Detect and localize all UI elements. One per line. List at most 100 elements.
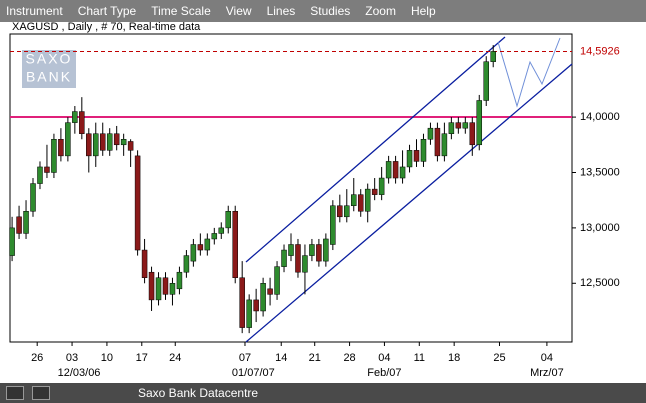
candle-body [337,205,343,218]
candle-body [302,255,308,273]
candle-body [469,122,476,146]
logo-text: SAXO [26,51,73,67]
candle-body [260,283,266,312]
candle-body [9,227,15,256]
candle-body [378,177,385,195]
candle-body [448,122,455,134]
candle-body [155,277,162,301]
x-tick-label: 26 [31,352,43,364]
logo-box [22,50,76,88]
x-tick-label: 04 [541,352,553,364]
candle-body [281,249,287,267]
menu-item[interactable]: Studies [310,4,351,18]
candle-body [197,244,204,251]
candle-body [364,188,371,212]
menu-item[interactable]: Zoom [365,4,396,18]
candle-body [204,238,211,251]
candle-body [420,139,427,162]
candle-body [232,211,238,278]
candle-body [392,161,399,179]
candle-body [288,244,294,256]
candle-body [127,141,134,151]
status-button[interactable] [32,386,50,400]
x-tick-label: 24 [169,352,181,364]
candle-body [330,205,336,245]
candle-body [134,155,141,251]
menu-item[interactable]: Chart Type [77,4,137,18]
x-tick-label: 17 [136,352,148,364]
menu-item[interactable]: Time Scale [151,4,211,18]
last-price-label: 14,5926 [580,45,620,57]
x-tick-label: 10 [101,352,113,364]
candle-body [476,100,483,146]
x-period-label: 12/03/06 [58,367,101,379]
x-tick-label: 28 [343,352,355,364]
candle-body [316,244,322,262]
candle-body [455,122,462,129]
status-text: Saxo Bank Datacentre [138,386,259,400]
candle-body [267,288,273,295]
y-tick-label: 14,0000 [580,111,620,123]
channel-line [245,63,573,343]
menu-item[interactable]: View [225,4,252,18]
y-tick-label: 13,0000 [580,222,620,234]
candle-body [176,271,183,290]
menu-item[interactable]: Lines [266,4,296,18]
x-tick-label: 18 [448,352,460,364]
y-tick-label: 12,5000 [580,277,620,289]
x-tick-label: 04 [378,352,390,364]
candle-body [211,233,218,240]
x-tick-label: 25 [493,352,505,364]
candle-body [30,183,36,212]
candle-body [490,51,496,62]
y-tick-label: 13,5000 [580,166,620,178]
candle-body [253,299,259,312]
candle-body [441,133,448,157]
candle-body [239,277,245,328]
candle-body [344,205,350,218]
candle-body [141,249,148,278]
status-button[interactable] [6,386,24,400]
candle-body [99,133,106,151]
logo-text: BANK [26,69,72,85]
candle-body [483,61,489,101]
candle-body [72,111,78,123]
x-tick-label: 11 [414,352,425,364]
candle-body [65,122,71,157]
candle-body [58,139,64,157]
candle-body [183,255,190,273]
status-bar: Saxo Bank Datacentre [0,383,646,403]
x-period-label: Feb/07 [367,367,401,379]
candle-body [37,166,43,184]
menu-item[interactable]: Help [410,4,436,18]
x-tick-label: 21 [309,352,321,364]
candle-body [148,271,155,301]
candle-body [357,194,364,212]
candle-body [351,194,357,206]
x-tick-label: 14 [275,352,287,364]
candle-body [427,127,434,140]
chart-title: XAGUSD , Daily , # 70, Real-time data [12,22,201,33]
candle-body [218,227,225,234]
candle-body [413,150,420,162]
menu-bar: Instrument Chart Type Time Scale View Lines S… [0,0,646,22]
menu-item[interactable]: Instrument [6,4,63,18]
candle-body [16,216,22,234]
projection-line [497,37,561,108]
x-period-label: Mrz/07 [530,367,564,379]
candle-body [44,166,50,173]
candle-body [169,283,176,295]
x-tick-label: 07 [239,352,251,364]
candle-body [385,161,392,179]
candle-body [399,166,406,179]
candle-body [371,188,378,195]
x-period-label: 01/07/07 [232,367,275,379]
candle-body [406,150,413,168]
candle-body [295,244,301,273]
candle-body [246,299,252,328]
candle-body [309,244,315,256]
plot-frame [9,33,573,343]
chart: XAGUSD , Daily , # 70, Real-time data SA… [0,22,646,383]
chart-background [0,22,646,383]
